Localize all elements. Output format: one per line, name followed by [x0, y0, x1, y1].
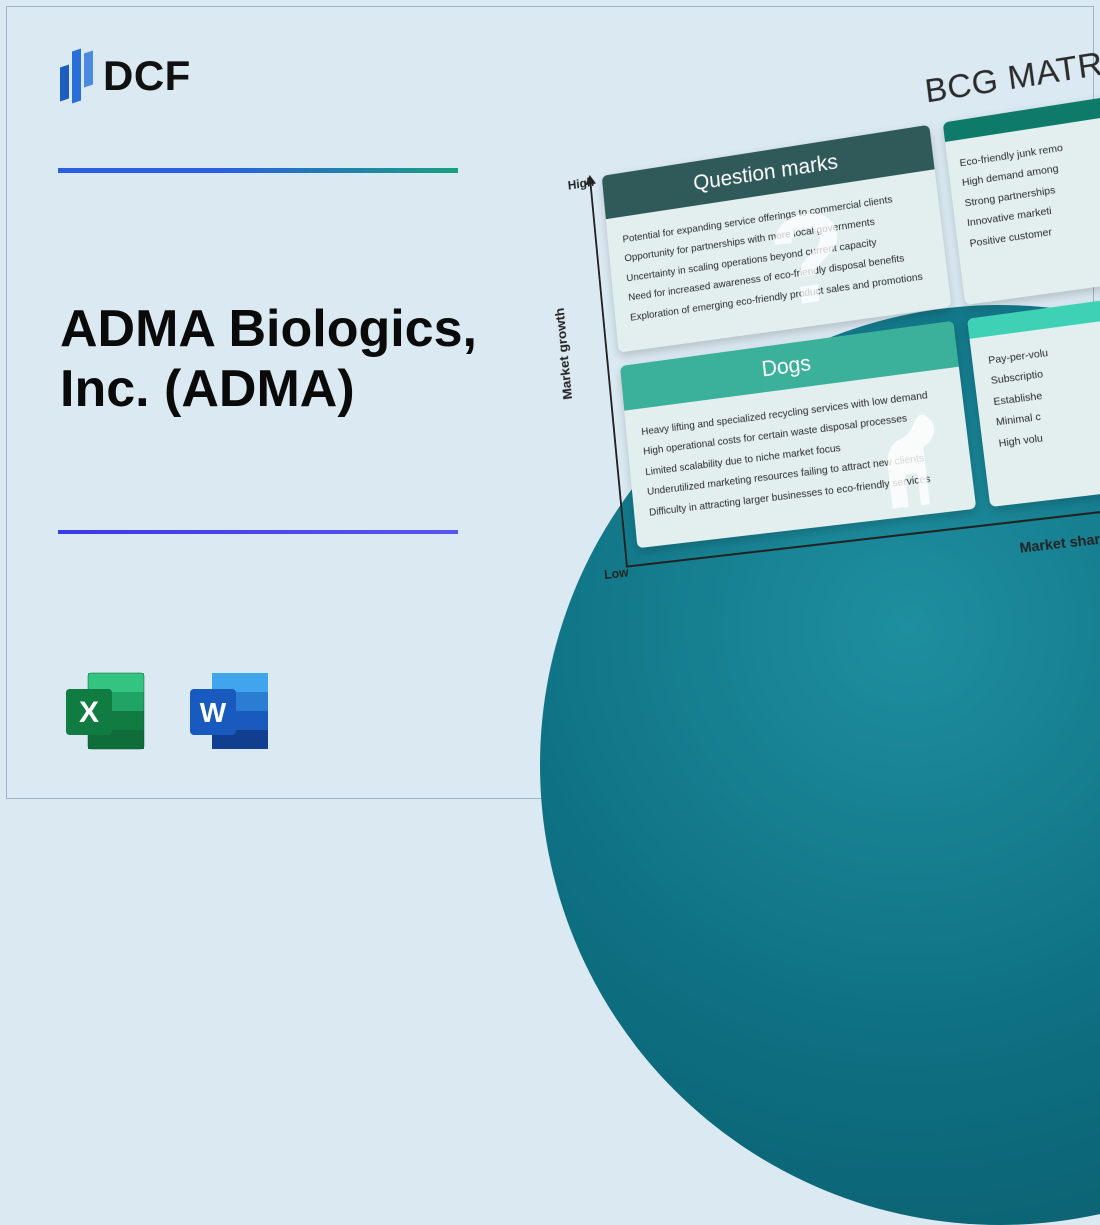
quadrant-stars: Eco-friendly junk remo High demand among… — [943, 88, 1100, 304]
axis-y-arrow-icon — [584, 174, 596, 185]
file-icons-row: X W — [60, 665, 276, 757]
word-icon: W — [184, 665, 276, 757]
svg-text:W: W — [200, 697, 227, 728]
matrix-grid: Question marks ? Potential for expanding… — [602, 87, 1100, 588]
divider-top — [58, 168, 458, 173]
quadrant-dogs: Dogs Heavy lifting and specialized recyc… — [620, 321, 976, 548]
svg-text:X: X — [79, 696, 99, 729]
dcf-logo-text: DCF — [103, 52, 191, 100]
dcf-logo-bars — [60, 48, 93, 104]
divider-bottom — [58, 530, 458, 534]
dcf-logo: DCF — [60, 48, 191, 104]
quadrant-question-marks: Question marks ? Potential for expanding… — [602, 125, 952, 353]
quadrant-cash-cows: Pay-per-volu Subscriptio Establishe Mini… — [967, 289, 1100, 507]
axis-y-label: Market growth — [552, 307, 575, 401]
excel-icon: X — [60, 665, 152, 757]
bcg-matrix: BCG MATRIX High Low Market growth Market… — [556, 35, 1100, 593]
page-title: ADMA Biologics, Inc. (ADMA) — [60, 300, 540, 420]
